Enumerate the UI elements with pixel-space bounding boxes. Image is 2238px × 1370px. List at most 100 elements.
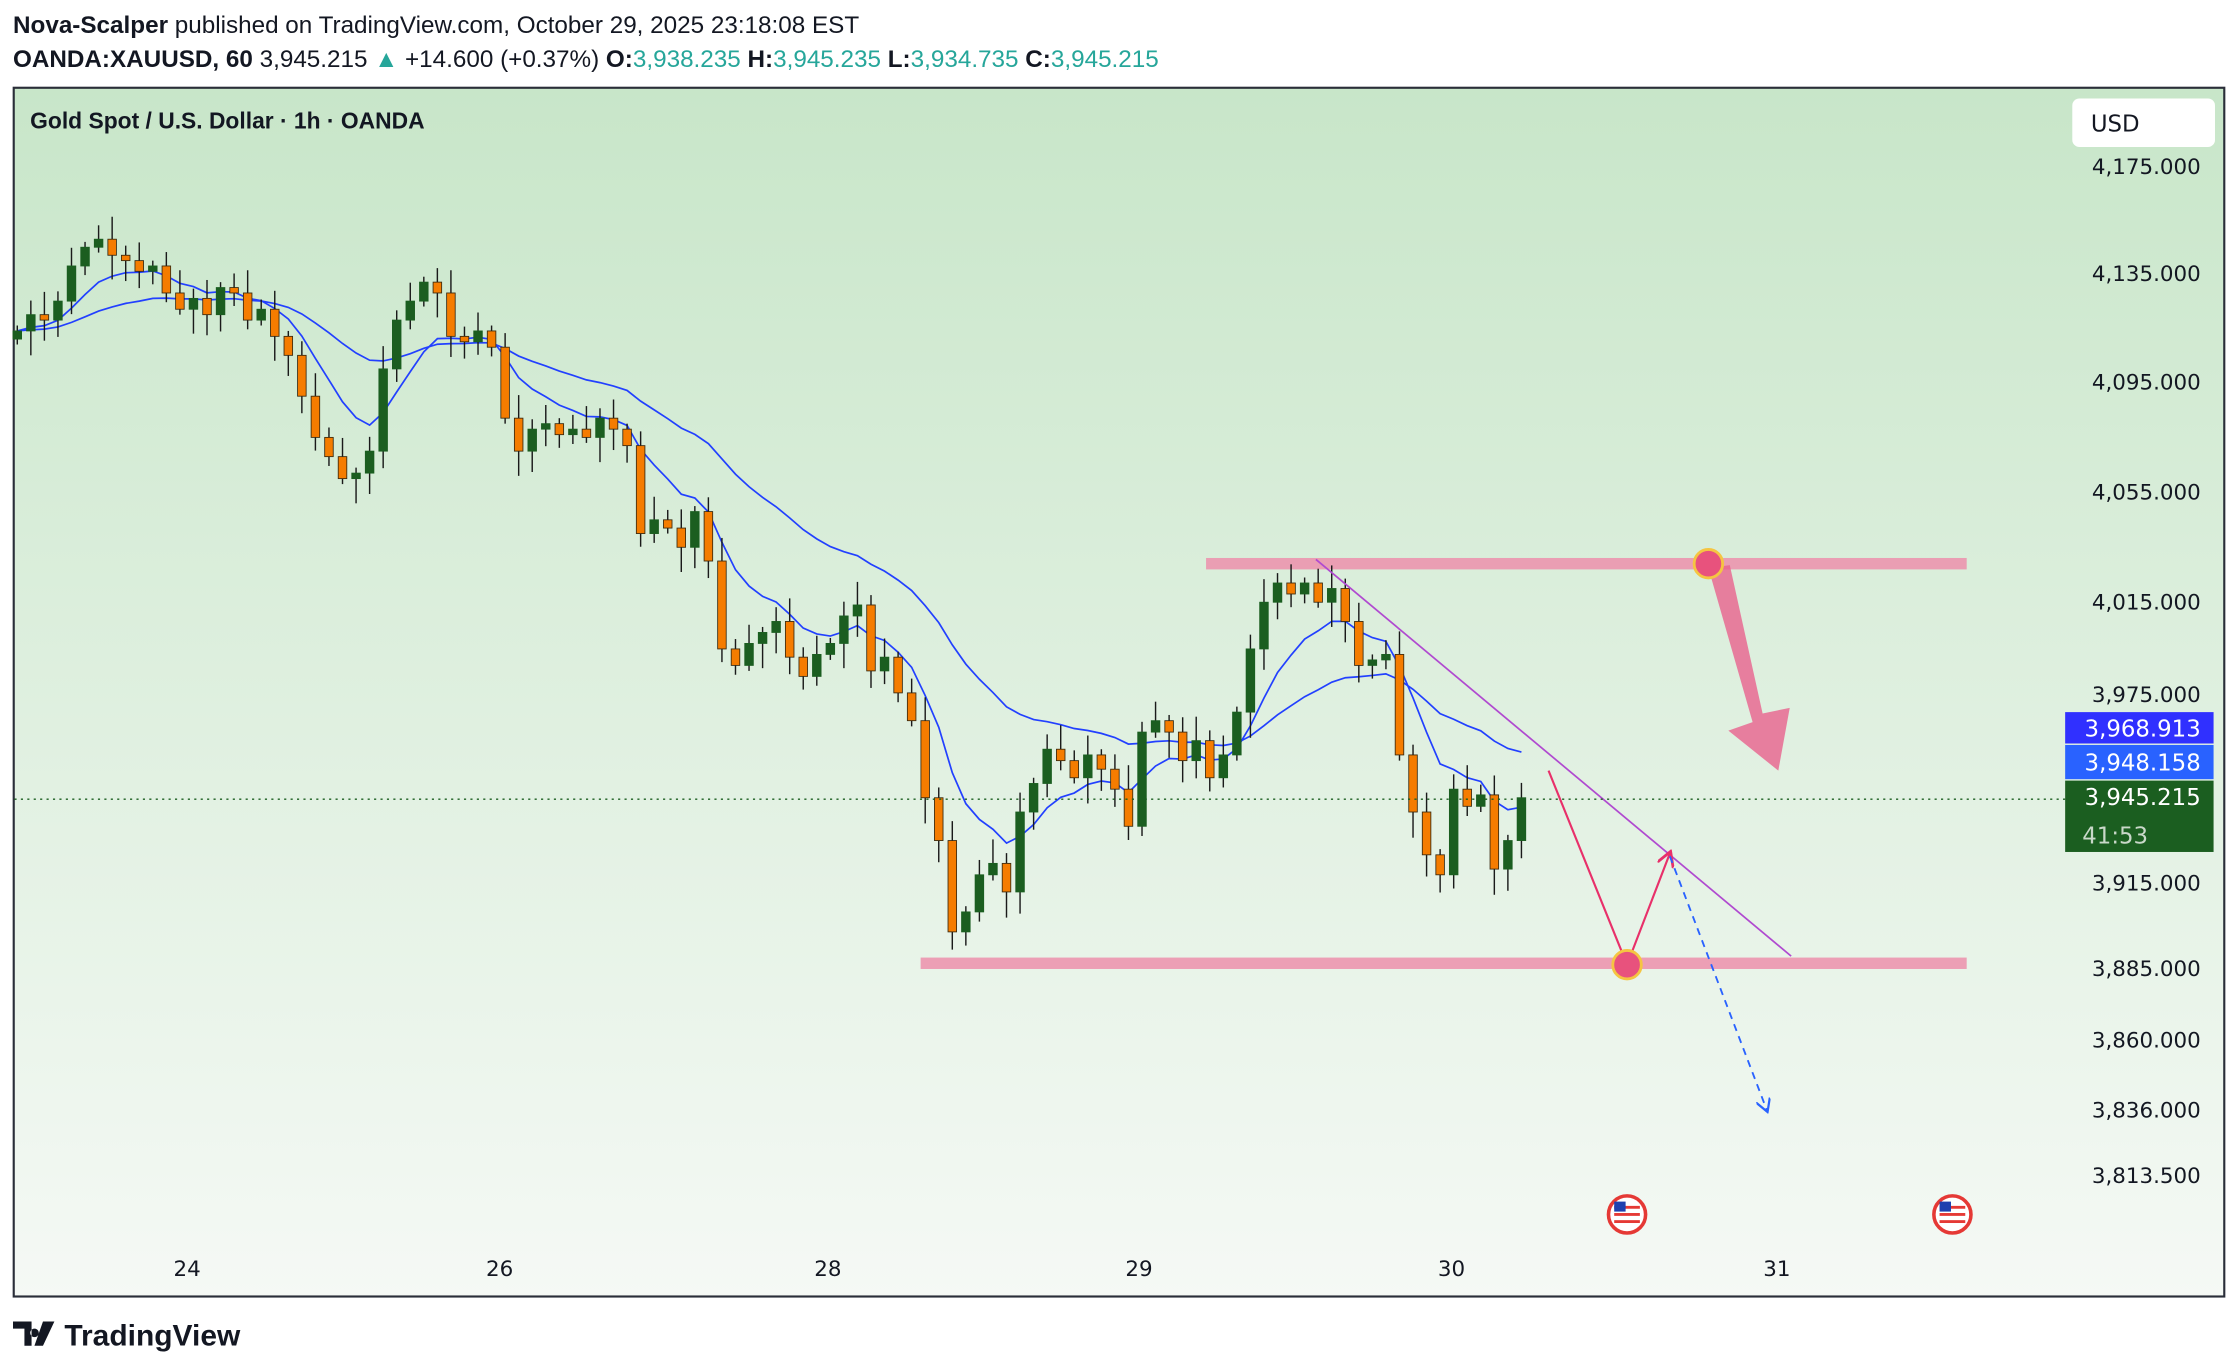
candle-body-up <box>1367 659 1378 666</box>
candle <box>1435 849 1445 893</box>
price-axis[interactable]: 4,175.000 4,135.000 4,095.000 4,055.000 4,01… <box>2092 155 2201 1189</box>
tradingview-logo[interactable]: TradingView <box>13 1320 241 1353</box>
candle <box>541 404 551 447</box>
candle-body-down <box>1177 731 1188 762</box>
candle-body-up <box>351 472 361 480</box>
candle <box>1083 735 1093 804</box>
candle <box>825 637 836 660</box>
chart-title: Gold Spot / U.S. Dollar · 1h · OANDA <box>30 107 424 133</box>
candle-body-down <box>486 330 497 348</box>
candle <box>608 399 619 451</box>
time-tick-label: 31 <box>1763 1257 1790 1282</box>
candle-body-up <box>812 653 822 677</box>
candle-body-up <box>215 287 226 316</box>
candle <box>703 497 714 579</box>
candle-body-up <box>1191 740 1201 762</box>
time-axis[interactable]: 24 26 28 29 30 31 <box>174 1257 1791 1282</box>
candle-body-down <box>513 417 524 452</box>
candle <box>1340 578 1350 643</box>
fast-ma-label: 3,948.158 <box>2085 751 2201 777</box>
candle-body-down <box>784 621 795 658</box>
candle-body-up <box>1042 748 1052 784</box>
trend-line[interactable] <box>1315 558 1792 957</box>
candle <box>364 436 375 494</box>
projected-target-dashed[interactable] <box>1668 855 1767 1110</box>
svg-text:OANDA:XAUUSD, 60 3,945.215: OANDA:XAUUSD, 60 3,945.215 ▲ +14.600 (+0… <box>13 46 1159 73</box>
candle <box>513 395 524 476</box>
candle-body-up <box>12 330 23 340</box>
resistance-zone[interactable] <box>1206 557 1967 570</box>
candle-body-down <box>1055 748 1066 762</box>
published-info: published on TradingView.com, October 29… <box>168 12 859 39</box>
resistance-marker[interactable] <box>1692 548 1725 580</box>
candle-body-up <box>649 519 659 534</box>
candle <box>1218 735 1229 788</box>
candle <box>1313 568 1323 608</box>
us-flag-event-icon[interactable] <box>1932 1194 1973 1235</box>
candle-body-up <box>1245 648 1256 713</box>
candle-body-down <box>703 511 714 562</box>
support-zone[interactable] <box>920 957 1967 969</box>
candle-body-up <box>1015 811 1025 893</box>
candle <box>378 346 388 469</box>
slow-ma-line <box>17 297 1522 753</box>
candle <box>242 270 253 330</box>
fast-ma-label-bg <box>2065 744 2214 780</box>
candle-body-down <box>446 292 456 337</box>
candle <box>486 325 497 357</box>
candle <box>1110 754 1120 807</box>
candle-body-down <box>1123 788 1134 827</box>
candle-body-up <box>405 300 415 321</box>
candle <box>1394 631 1405 761</box>
candle <box>1259 579 1269 670</box>
last-price-label: 3,945.215 <box>2085 785 2201 811</box>
down-arrow-icon[interactable] <box>1708 565 1790 771</box>
candle-body-down <box>1313 582 1323 603</box>
candle-body-down <box>934 797 944 841</box>
candle-body-down <box>1435 854 1445 876</box>
change: +14.600 (+0.37%) <box>405 46 599 73</box>
chart-area[interactable] <box>12 86 2226 1298</box>
us-flag-event-icon[interactable] <box>1606 1194 1648 1235</box>
author[interactable]: Nova-Scalper <box>13 12 169 39</box>
candle-body-up <box>1272 582 1283 603</box>
candle-body-up <box>541 423 551 430</box>
candle-body-down <box>676 527 686 548</box>
candle <box>1001 853 1012 918</box>
candle <box>1164 714 1174 758</box>
fast-ma-line <box>17 270 1522 845</box>
candle <box>148 260 158 285</box>
price-tick-label: 3,975.000 <box>2092 683 2201 708</box>
candle-body-down <box>107 238 117 256</box>
candle-body-down <box>1408 754 1418 813</box>
candle-body-up <box>53 300 63 321</box>
candle-body-down <box>1110 768 1120 790</box>
candle-body-down <box>554 423 565 436</box>
candle <box>717 537 727 663</box>
candle <box>649 496 659 543</box>
support-marker[interactable] <box>1611 949 1643 981</box>
candle <box>906 678 917 727</box>
close-label: C: <box>1025 46 1051 73</box>
candle-body-down <box>1354 621 1364 666</box>
candle-body-up <box>80 246 90 267</box>
candle <box>175 270 185 315</box>
candle <box>771 607 781 654</box>
candle-body-down <box>730 648 741 666</box>
candle-body-down <box>39 314 50 321</box>
candle-body-up <box>392 319 402 370</box>
candle <box>1367 654 1378 679</box>
candle <box>324 427 334 466</box>
currency-button[interactable]: USD <box>2072 98 2215 147</box>
price-tick-label: 4,135.000 <box>2092 262 2201 287</box>
candle <box>283 330 294 376</box>
candle <box>1354 602 1364 683</box>
candle-body-up <box>961 911 971 933</box>
candle <box>26 300 36 356</box>
candle <box>473 312 483 355</box>
candle-body-up <box>1137 731 1147 827</box>
candle-body-down <box>337 456 348 480</box>
currency-label: USD <box>2091 111 2140 137</box>
candle <box>1069 750 1079 784</box>
